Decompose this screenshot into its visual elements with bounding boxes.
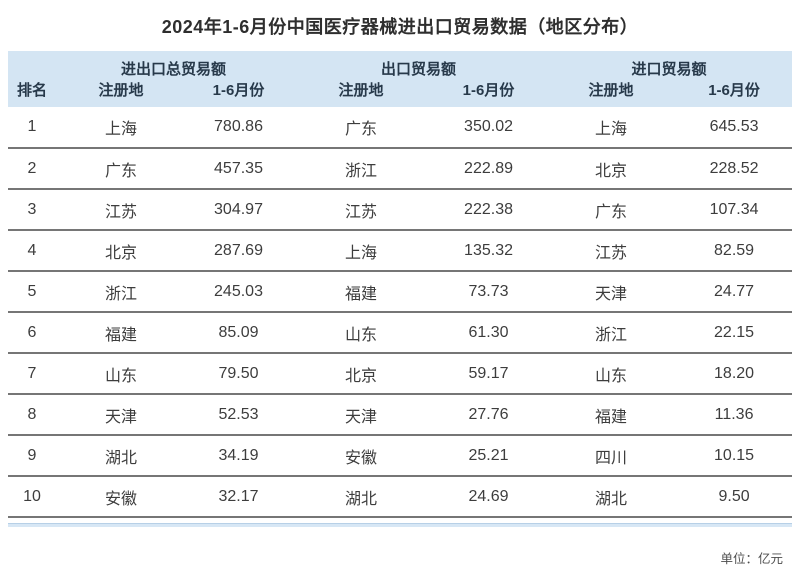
col-header-region-export: 注册地	[291, 79, 432, 107]
total-region-cell: 湖北	[56, 435, 186, 476]
col-header-period-total: 1-6月份	[186, 79, 292, 107]
total-region-cell: 天津	[56, 394, 186, 435]
group-header-export: 出口贸易额	[291, 51, 547, 79]
table-row: 10 安徽 32.17 湖北 24.69 湖北 9.50	[8, 476, 793, 517]
col-header-period-export: 1-6月份	[431, 79, 547, 107]
export-value-cell: 24.69	[431, 476, 547, 517]
export-value-cell: 135.32	[431, 230, 547, 271]
import-value-cell: 107.34	[676, 189, 793, 230]
import-region-cell: 湖北	[546, 476, 677, 517]
col-header-period-import: 1-6月份	[676, 79, 793, 107]
import-region-cell: 浙江	[546, 312, 677, 353]
group-header-total: 进出口总贸易额	[56, 51, 292, 79]
export-value-cell: 27.76	[431, 394, 547, 435]
import-value-cell: 645.53	[676, 107, 793, 148]
import-region-cell: 福建	[546, 394, 677, 435]
table-row: 3 江苏 304.97 江苏 222.38 广东 107.34	[8, 189, 793, 230]
page-title: 2024年1-6月份中国医疗器械进出口贸易数据（地区分布）	[161, 17, 639, 37]
total-value-cell: 245.03	[186, 271, 292, 312]
total-region-cell: 安徽	[56, 476, 186, 517]
export-value-cell: 222.38	[431, 189, 547, 230]
total-region-cell: 上海	[56, 107, 186, 148]
rank-cell: 10	[8, 476, 56, 517]
export-value-cell: 222.89	[431, 148, 547, 189]
import-value-cell: 82.59	[676, 230, 793, 271]
footer-accent-line	[8, 523, 792, 527]
rank-cell: 7	[8, 353, 56, 394]
export-region-cell: 北京	[291, 353, 432, 394]
export-region-cell: 江苏	[291, 189, 432, 230]
table-row: 6 福建 85.09 山东 61.30 浙江 22.15	[8, 312, 793, 353]
sub-header-row: 注册地 1-6月份 注册地 1-6月份 注册地 1-6月份	[8, 79, 793, 107]
import-region-cell: 上海	[546, 107, 677, 148]
import-region-cell: 天津	[546, 271, 677, 312]
import-region-cell: 广东	[546, 189, 677, 230]
trade-data-table: 排名 进出口总贸易额 出口贸易额 进口贸易额 注册地 1-6月份 注册地 1-6…	[8, 51, 793, 518]
import-value-cell: 228.52	[676, 148, 793, 189]
total-value-cell: 85.09	[186, 312, 292, 353]
group-header-import: 进口贸易额	[546, 51, 793, 79]
total-region-cell: 江苏	[56, 189, 186, 230]
col-header-region-import: 注册地	[546, 79, 677, 107]
import-value-cell: 11.36	[676, 394, 793, 435]
export-region-cell: 天津	[291, 394, 432, 435]
export-region-cell: 浙江	[291, 148, 432, 189]
table-body: 1 上海 780.86 广东 350.02 上海 645.53 2 广东 457…	[8, 107, 793, 517]
total-value-cell: 32.17	[186, 476, 292, 517]
col-header-region-total: 注册地	[56, 79, 186, 107]
export-region-cell: 山东	[291, 312, 432, 353]
import-region-cell: 江苏	[546, 230, 677, 271]
total-region-cell: 山东	[56, 353, 186, 394]
table-row: 4 北京 287.69 上海 135.32 江苏 82.59	[8, 230, 793, 271]
total-region-cell: 北京	[56, 230, 186, 271]
rank-cell: 8	[8, 394, 56, 435]
total-region-cell: 广东	[56, 148, 186, 189]
import-value-cell: 18.20	[676, 353, 793, 394]
rank-cell: 9	[8, 435, 56, 476]
export-region-cell: 湖北	[291, 476, 432, 517]
export-value-cell: 59.17	[431, 353, 547, 394]
table-row: 9 湖北 34.19 安徽 25.21 四川 10.15	[8, 435, 793, 476]
group-header-row: 排名 进出口总贸易额 出口贸易额 进口贸易额	[8, 51, 793, 107]
total-value-cell: 79.50	[186, 353, 292, 394]
export-value-cell: 25.21	[431, 435, 547, 476]
export-value-cell: 61.30	[431, 312, 547, 353]
import-value-cell: 10.15	[676, 435, 793, 476]
import-value-cell: 22.15	[676, 312, 793, 353]
total-value-cell: 457.35	[186, 148, 292, 189]
table-row: 7 山东 79.50 北京 59.17 山东 18.20	[8, 353, 793, 394]
table-header: 排名 进出口总贸易额 出口贸易额 进口贸易额 注册地 1-6月份 注册地 1-6…	[8, 51, 793, 107]
total-value-cell: 780.86	[186, 107, 292, 148]
import-value-cell: 9.50	[676, 476, 793, 517]
rank-cell: 4	[8, 230, 56, 271]
total-value-cell: 52.53	[186, 394, 292, 435]
export-value-cell: 73.73	[431, 271, 547, 312]
total-value-cell: 304.97	[186, 189, 292, 230]
table-row: 1 上海 780.86 广东 350.02 上海 645.53	[8, 107, 793, 148]
table-row: 5 浙江 245.03 福建 73.73 天津 24.77	[8, 271, 793, 312]
unit-note: 单位：亿元	[720, 552, 783, 566]
import-region-cell: 山东	[546, 353, 677, 394]
table-row: 8 天津 52.53 天津 27.76 福建 11.36	[8, 394, 793, 435]
total-region-cell: 浙江	[56, 271, 186, 312]
total-region-cell: 福建	[56, 312, 186, 353]
col-header-rank: 排名	[8, 51, 56, 107]
rank-cell: 5	[8, 271, 56, 312]
export-region-cell: 广东	[291, 107, 432, 148]
export-region-cell: 福建	[291, 271, 432, 312]
total-value-cell: 287.69	[186, 230, 292, 271]
table-row: 2 广东 457.35 浙江 222.89 北京 228.52	[8, 148, 793, 189]
rank-cell: 1	[8, 107, 56, 148]
export-region-cell: 上海	[291, 230, 432, 271]
import-value-cell: 24.77	[676, 271, 793, 312]
export-region-cell: 安徽	[291, 435, 432, 476]
import-region-cell: 北京	[546, 148, 677, 189]
rank-cell: 2	[8, 148, 56, 189]
total-value-cell: 34.19	[186, 435, 292, 476]
rank-cell: 6	[8, 312, 56, 353]
import-region-cell: 四川	[546, 435, 677, 476]
export-value-cell: 350.02	[431, 107, 547, 148]
rank-cell: 3	[8, 189, 56, 230]
